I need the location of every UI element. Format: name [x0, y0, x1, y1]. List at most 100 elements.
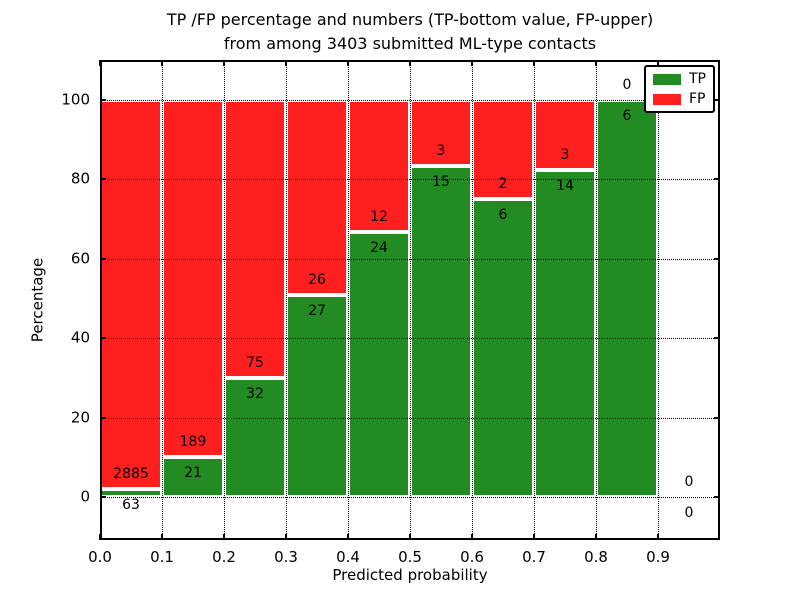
tp-count-label: 63: [122, 496, 140, 513]
fp-count-label: 2885: [113, 465, 149, 482]
y-tick-label: 100: [61, 90, 90, 109]
plot-area: 2885 63 189 21 75 32 26 27 12 24 3 15 2 6 3 14 0 6 0 0: [99, 60, 720, 540]
x-axis-tick: [161, 534, 163, 540]
gridline-vertical: [162, 60, 163, 540]
fp-count-label: 12: [370, 209, 388, 226]
y-tick-label: 0: [80, 487, 90, 506]
x-tick-label: 0.7: [522, 548, 546, 566]
tp-count-label: 21: [184, 465, 202, 482]
y-axis-tick: [714, 257, 720, 260]
fp-bar-segment: [162, 100, 224, 458]
fp-bar-segment: [410, 100, 472, 167]
x-tick-label: 0.4: [336, 548, 360, 566]
x-axis-tick: [347, 60, 349, 66]
y-axis-tick: [714, 496, 720, 498]
x-tick-label: 0.5: [398, 548, 422, 566]
tp-bar-segment: [410, 166, 472, 497]
fp-bar-segment: [224, 100, 286, 379]
x-axis-tick: [223, 60, 225, 66]
tp-count-label: 27: [308, 302, 326, 319]
fp-bar-segment: [100, 100, 162, 489]
tp-count-label: 0: [684, 505, 694, 521]
y-axis-tick: [100, 99, 106, 101]
x-axis-tick: [409, 60, 411, 66]
x-axis-tick: [657, 534, 659, 540]
gridline-vertical: [658, 60, 659, 540]
tp-count-label: 6: [498, 207, 508, 224]
gridline-vertical: [596, 60, 597, 540]
x-axis-tick: [161, 60, 163, 66]
x-tick-label: 0.9: [646, 548, 670, 566]
x-axis-tick: [285, 60, 287, 66]
gridline-vertical: [410, 60, 411, 540]
fp-count-label: 3: [436, 143, 446, 160]
x-axis-tick: [409, 534, 411, 540]
x-axis-tick: [595, 534, 597, 540]
x-axis-tick: [285, 534, 287, 540]
gridline-vertical: [534, 60, 535, 540]
legend-label-fp: FP: [689, 91, 706, 107]
fp-bar-segment: [472, 100, 534, 200]
gridline-vertical: [472, 60, 473, 540]
chart-title-line2: from among 3403 submitted ML-type contac…: [223, 34, 597, 53]
tp-bar-segment: [534, 170, 596, 497]
gridline-vertical: [286, 60, 287, 540]
tp-bar-segment: [162, 457, 224, 497]
chart-title-line1: TP /FP percentage and numbers (TP-bottom…: [166, 10, 654, 29]
x-axis-tick: [99, 60, 101, 66]
tp-bar-segment: [596, 100, 658, 497]
fp-count-label: 75: [246, 355, 264, 372]
fp-count-label: 0: [684, 474, 694, 490]
y-tick-label: 20: [70, 408, 90, 427]
y-axis-tick: [100, 178, 106, 181]
x-tick-label: 0.2: [212, 548, 236, 566]
tp-bar-segment: [348, 232, 410, 497]
x-tick-label: 0.6: [460, 548, 484, 566]
x-tick-label: 0.0: [88, 548, 112, 566]
x-axis-tick: [347, 534, 349, 540]
gridline-vertical: [224, 60, 225, 540]
y-axis-tick: [100, 257, 106, 260]
fp-bar-segment: [534, 100, 596, 171]
tp-bar-segment: [286, 294, 348, 497]
x-axis-tick: [471, 60, 473, 66]
x-axis-tick: [657, 60, 659, 66]
x-axis-tick: [471, 534, 473, 540]
y-axis-tick: [714, 178, 720, 181]
tp-count-label: 14: [556, 178, 574, 195]
tp-bar-segment: [224, 378, 286, 497]
tp-count-label: 24: [370, 240, 388, 257]
fp-bar-segment: [348, 100, 410, 233]
legend-item-fp: FP: [653, 92, 706, 106]
y-axis-tick: [714, 337, 720, 340]
tp-count-label: 15: [432, 174, 450, 191]
y-axis-tick: [100, 337, 106, 340]
x-axis-tick: [533, 60, 535, 66]
y-axis-tick: [714, 99, 720, 101]
legend-label-tp: TP: [689, 71, 706, 87]
x-axis-tick: [223, 534, 225, 540]
legend-swatch-fp-icon: [653, 93, 681, 105]
fp-count-label: 0: [622, 77, 632, 93]
chart-title: TP /FP percentage and numbers (TP-bottom…: [100, 8, 720, 56]
legend: TP FP: [644, 65, 715, 113]
x-axis-tick: [99, 534, 101, 540]
fp-count-label: 2: [498, 176, 508, 193]
x-tick-label: 0.1: [150, 548, 174, 566]
y-axis-label: Percentage: [28, 257, 47, 343]
gridline-vertical: [100, 60, 101, 540]
y-tick-label: 80: [70, 169, 90, 188]
fp-count-label: 26: [308, 271, 326, 288]
y-axis-tick: [100, 496, 106, 498]
legend-swatch-tp-icon: [653, 73, 681, 85]
fp-count-label: 3: [560, 147, 570, 164]
x-tick-label: 0.8: [584, 548, 608, 566]
fp-count-label: 189: [179, 434, 207, 451]
tp-bar-segment: [472, 199, 534, 497]
x-axis-tick: [595, 60, 597, 66]
x-axis-label: Predicted probability: [332, 566, 488, 584]
y-axis-tick: [714, 416, 720, 419]
tp-count-label: 6: [622, 108, 632, 124]
x-axis-tick: [533, 534, 535, 540]
